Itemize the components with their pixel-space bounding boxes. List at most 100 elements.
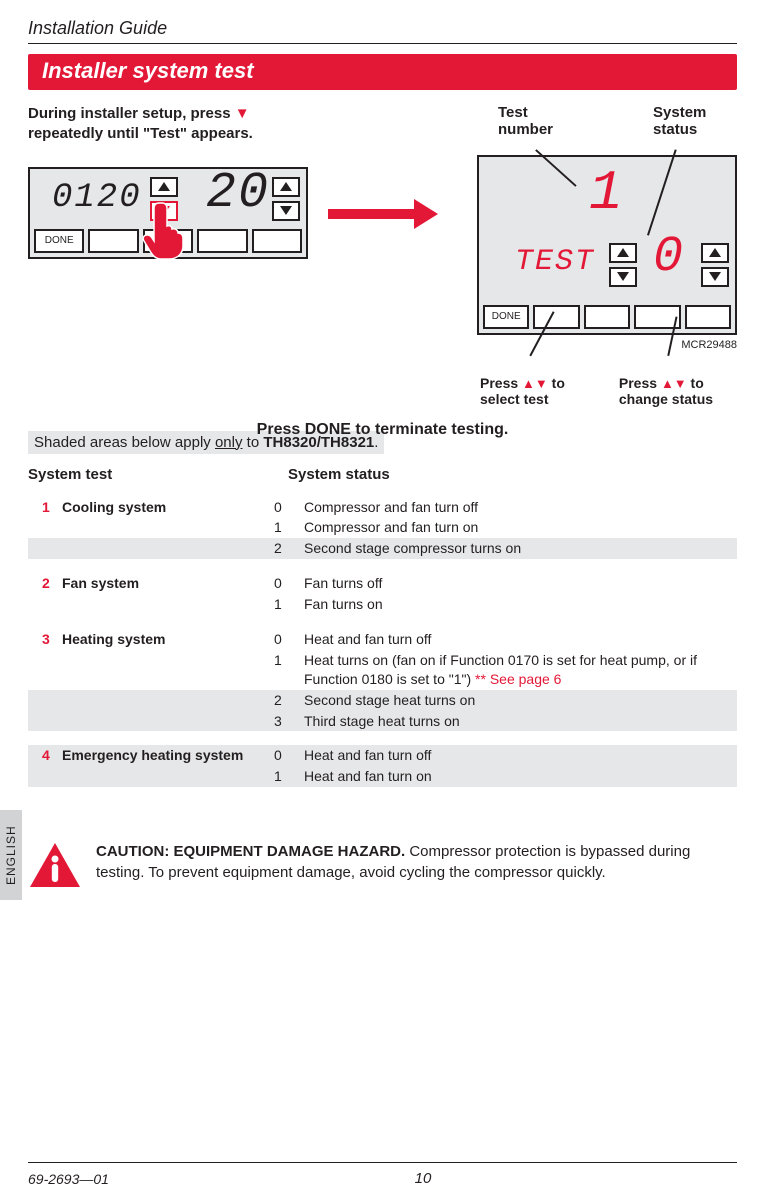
test-name: Emergency heating system bbox=[62, 745, 274, 766]
status-code: 2 bbox=[274, 690, 304, 711]
caution-lead: CAUTION: EQUIPMENT DAMAGE HAZARD. bbox=[96, 843, 405, 860]
down-triangle-icon: ▼ bbox=[235, 104, 250, 124]
up-down-triangle-icon: ▲▼ bbox=[661, 376, 687, 391]
table-row: 2Fan system0Fan turns off bbox=[28, 573, 737, 594]
lcd-left-small-digits: 0120 bbox=[52, 179, 142, 217]
instruction-line2: repeatedly until "Test" appears. bbox=[28, 125, 253, 142]
lcd-right-up2-button[interactable] bbox=[701, 243, 729, 263]
lcd-left-down2-button[interactable] bbox=[272, 201, 300, 221]
soft-button[interactable] bbox=[88, 229, 138, 253]
status-code: 2 bbox=[274, 538, 304, 559]
status-desc: Second stage compressor turns on bbox=[304, 538, 737, 559]
status-desc: Heat and fan turn off bbox=[304, 629, 737, 650]
test-number: 4 bbox=[28, 745, 62, 766]
status-desc: Compressor and fan turn on bbox=[304, 517, 737, 538]
footer-rule bbox=[28, 1162, 737, 1163]
done-button-right[interactable]: DONE bbox=[483, 305, 529, 329]
soft-button[interactable] bbox=[197, 229, 247, 253]
page-number: 10 bbox=[415, 1170, 432, 1187]
lcd-left-up2-button[interactable] bbox=[272, 177, 300, 197]
status-desc: Second stage heat turns on bbox=[304, 690, 737, 711]
instruction-text: During installer setup, press ▼ repeated… bbox=[28, 104, 328, 145]
test-name bbox=[62, 711, 274, 713]
soft-button[interactable] bbox=[685, 305, 731, 329]
test-number: 1 bbox=[28, 497, 62, 518]
status-desc: Third stage heat turns on bbox=[304, 711, 737, 732]
table-row: 3Third stage heat turns on bbox=[28, 711, 737, 732]
status-code: 3 bbox=[274, 711, 304, 732]
test-number bbox=[28, 711, 62, 713]
table-row: 2Second stage heat turns on bbox=[28, 690, 737, 711]
status-desc: Fan turns on bbox=[304, 594, 737, 615]
test-name: Cooling system bbox=[62, 497, 274, 518]
press-select-prefix: Press bbox=[480, 375, 522, 391]
status-desc: Fan turns off bbox=[304, 573, 737, 594]
table-row: 1Fan turns on bbox=[28, 594, 737, 615]
done-button-left[interactable]: DONE bbox=[34, 229, 84, 253]
lcd-right-up1-button[interactable] bbox=[609, 243, 637, 263]
done-suffix: to terminate testing. bbox=[351, 421, 508, 438]
system-status-label: System status bbox=[653, 104, 706, 138]
status-code: 1 bbox=[274, 766, 304, 787]
done-prefix: Press bbox=[257, 421, 305, 438]
test-name: Fan system bbox=[62, 573, 274, 594]
table-row: 4Emergency heating system0Heat and fan t… bbox=[28, 745, 737, 766]
press-change-text: Press ▲▼ to change status bbox=[619, 359, 713, 407]
press-change-prefix: Press bbox=[619, 375, 661, 391]
status-code: 0 bbox=[274, 629, 304, 650]
caution-text: CAUTION: EQUIPMENT DAMAGE HAZARD. Compre… bbox=[96, 841, 737, 883]
language-tab: ENGLISH bbox=[0, 810, 22, 900]
test-name bbox=[62, 538, 274, 540]
test-number-label: Test number bbox=[498, 104, 553, 138]
lcd-right-status-digit: 0 bbox=[653, 229, 683, 286]
table-row: 2Second stage compressor turns on bbox=[28, 538, 737, 559]
test-number: 3 bbox=[28, 629, 62, 650]
status-code: 1 bbox=[274, 517, 304, 538]
figure-ref: MCR29488 bbox=[681, 339, 737, 351]
test-name bbox=[62, 650, 274, 652]
header-rule bbox=[28, 43, 737, 44]
lcd-panel-left: 0120 20 DONE bbox=[28, 167, 308, 259]
table-row: 1Heat turns on (fan on if Function 0170 … bbox=[28, 650, 737, 690]
test-number bbox=[28, 538, 62, 540]
status-desc: Heat turns on (fan on if Function 0170 i… bbox=[304, 650, 737, 690]
test-number bbox=[28, 517, 62, 519]
soft-button[interactable] bbox=[252, 229, 302, 253]
test-name bbox=[62, 690, 274, 692]
test-name bbox=[62, 766, 274, 768]
page-header-title: Installation Guide bbox=[28, 18, 737, 39]
section-title-bar: Installer system test bbox=[28, 54, 737, 90]
lcd-right-down2-button[interactable] bbox=[701, 267, 729, 287]
pointing-hand-icon bbox=[142, 199, 186, 259]
status-code: 1 bbox=[274, 650, 304, 671]
status-code: 1 bbox=[274, 594, 304, 615]
test-number bbox=[28, 766, 62, 768]
status-desc: Heat and fan turn off bbox=[304, 745, 737, 766]
table-row: 1Heat and fan turn on bbox=[28, 766, 737, 787]
test-number: 2 bbox=[28, 573, 62, 594]
table-header-system-status: System status bbox=[288, 466, 390, 483]
test-number bbox=[28, 690, 62, 692]
test-table: 1Cooling system0Compressor and fan turn … bbox=[28, 497, 737, 788]
right-arrow-icon bbox=[328, 199, 448, 229]
table-row: 1Compressor and fan turn on bbox=[28, 517, 737, 538]
status-code: 0 bbox=[274, 745, 304, 766]
up-down-triangle-icon: ▲▼ bbox=[522, 376, 548, 391]
table-header-system-test: System test bbox=[28, 466, 288, 483]
see-page-ref: ** See page 6 bbox=[475, 671, 561, 687]
lcd-right-down1-button[interactable] bbox=[609, 267, 637, 287]
lcd-right-top-digit: 1 bbox=[589, 161, 623, 225]
press-done-instruction: Press DONE to terminate testing. bbox=[28, 421, 737, 439]
table-row: 3Heating system0Heat and fan turn off bbox=[28, 629, 737, 650]
test-name bbox=[62, 594, 274, 596]
warning-triangle-icon bbox=[28, 841, 82, 889]
soft-button[interactable] bbox=[584, 305, 630, 329]
test-number bbox=[28, 650, 62, 652]
lcd-left-up-button[interactable] bbox=[150, 177, 178, 197]
instruction-line1: During installer setup, press bbox=[28, 105, 231, 122]
soft-button[interactable] bbox=[533, 305, 579, 329]
test-name: Heating system bbox=[62, 629, 274, 650]
lcd-panel-right: 1 TEST 0 DONE bbox=[477, 155, 737, 335]
done-word: DONE bbox=[305, 421, 351, 438]
status-desc: Heat and fan turn on bbox=[304, 766, 737, 787]
